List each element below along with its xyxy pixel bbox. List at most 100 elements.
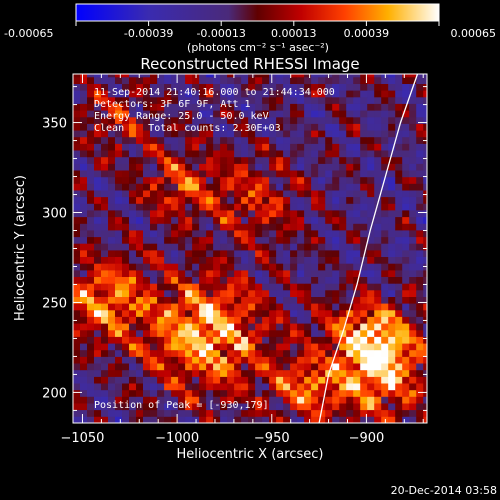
heatmap-cell — [115, 163, 123, 171]
heatmap-cell — [143, 216, 151, 224]
heatmap-cell — [178, 343, 186, 351]
heatmap-cell — [213, 116, 221, 124]
heatmap-cell — [304, 389, 312, 397]
heatmap-cell — [290, 269, 298, 277]
heatmap-cell — [199, 143, 207, 151]
heatmap-cell — [360, 316, 368, 324]
heatmap-cell — [311, 136, 319, 144]
heatmap-cell — [332, 263, 340, 271]
heatmap-cell — [192, 96, 200, 104]
heatmap-cell — [402, 190, 410, 198]
heatmap-cell — [332, 316, 340, 324]
heatmap-cell — [80, 329, 88, 337]
heatmap-cell — [367, 249, 375, 257]
heatmap-cell — [129, 190, 137, 198]
heatmap-cell — [395, 296, 403, 304]
heatmap-cell — [297, 363, 305, 371]
heatmap-cell — [318, 289, 326, 297]
heatmap-cell — [269, 203, 277, 211]
heatmap-cell — [269, 309, 277, 317]
heatmap-cell — [304, 283, 312, 291]
heatmap-cell — [178, 130, 186, 138]
heatmap-cell — [73, 383, 81, 391]
heatmap-cell — [290, 309, 298, 317]
heatmap-cell — [150, 74, 158, 78]
heatmap-cell — [73, 376, 81, 384]
heatmap-cell — [234, 276, 242, 284]
heatmap-cell — [122, 276, 130, 284]
heatmap-cell — [290, 289, 298, 297]
heatmap-cell — [388, 236, 396, 244]
heatmap-cell — [332, 76, 340, 84]
heatmap-cell — [213, 296, 221, 304]
heatmap-cell — [290, 396, 298, 404]
heatmap-cell — [157, 396, 165, 404]
heatmap-cell — [304, 156, 312, 164]
heatmap-cell — [290, 376, 298, 384]
heatmap-cell — [290, 90, 298, 98]
heatmap-cell — [311, 343, 319, 351]
heatmap-cell — [367, 196, 375, 204]
heatmap-cell — [80, 276, 88, 284]
heatmap-cell — [143, 316, 151, 324]
heatmap-cell — [171, 296, 179, 304]
heatmap-cell — [192, 383, 200, 391]
heatmap-cell — [381, 236, 389, 244]
heatmap-cell — [94, 403, 102, 411]
heatmap-cell — [234, 363, 242, 371]
heatmap-cell — [199, 296, 207, 304]
heatmap-cell — [262, 296, 270, 304]
heatmap-cell — [332, 256, 340, 264]
heatmap-cell — [374, 190, 382, 198]
heatmap-cell — [318, 176, 326, 184]
heatmap-cell — [143, 243, 151, 251]
heatmap-cell — [241, 303, 249, 311]
heatmap-cell — [101, 170, 109, 178]
heatmap-cell — [360, 403, 368, 411]
heatmap-cell — [423, 216, 427, 224]
heatmap-cell — [374, 243, 382, 251]
heatmap-cell — [290, 389, 298, 397]
heatmap-cell — [409, 243, 417, 251]
heatmap-cell — [283, 183, 291, 191]
heatmap-cell — [227, 170, 235, 178]
heatmap-cell — [206, 329, 214, 337]
heatmap-cell — [87, 409, 95, 417]
heatmap-cell — [227, 123, 235, 131]
heatmap-cell — [416, 343, 424, 351]
heatmap-cell — [171, 356, 179, 364]
heatmap-cell — [87, 303, 95, 311]
heatmap-cell — [381, 110, 389, 118]
heatmap-cell — [360, 336, 368, 344]
heatmap-cell — [423, 156, 427, 164]
heatmap-cell — [416, 210, 424, 218]
heatmap-cell — [108, 389, 116, 397]
heatmap-cell — [234, 396, 242, 404]
heatmap-cell — [115, 263, 123, 271]
heatmap-cell — [297, 210, 305, 218]
heatmap-cell — [108, 96, 116, 104]
heatmap-cell — [73, 143, 81, 151]
heatmap-cell — [297, 74, 305, 78]
heatmap-cell — [311, 116, 319, 124]
heatmap-cell — [325, 203, 333, 211]
heatmap-cell — [101, 136, 109, 144]
heatmap-cell — [297, 143, 305, 151]
heatmap-cell — [122, 150, 130, 158]
heatmap-cell — [213, 96, 221, 104]
heatmap-cell — [339, 216, 347, 224]
heatmap-cell — [367, 183, 375, 191]
heatmap-cell — [346, 403, 354, 411]
heatmap-cell — [353, 136, 361, 144]
heatmap-cell — [423, 269, 427, 277]
heatmap-cell — [311, 329, 319, 337]
heatmap-cell — [227, 130, 235, 138]
heatmap-cell — [416, 116, 424, 124]
heatmap-cell — [346, 170, 354, 178]
heatmap-cell — [108, 176, 116, 184]
heatmap-cell — [367, 116, 375, 124]
heatmap-cell — [283, 309, 291, 317]
heatmap-cell — [402, 303, 410, 311]
heatmap-cell — [87, 74, 95, 78]
heatmap-cell — [80, 183, 88, 191]
